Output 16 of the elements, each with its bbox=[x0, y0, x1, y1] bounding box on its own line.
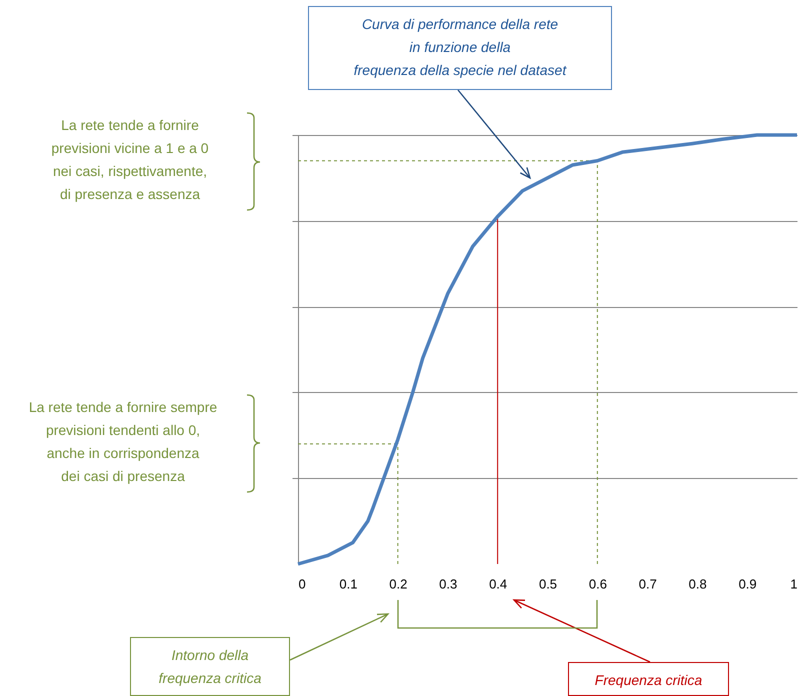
text: La rete tende a fornire sempre previsioni tendenti allo 0, anche in corrispondenza dei casi di presenza bbox=[28, 398, 218, 486]
x-tick-label: 0.2 bbox=[389, 576, 408, 592]
x-tick-label: 0.7 bbox=[638, 576, 657, 592]
x-tick-label: 0 bbox=[298, 576, 306, 592]
x-tick-label: 0.5 bbox=[538, 576, 558, 592]
x-tick-label: 0.3 bbox=[439, 576, 458, 592]
x-tick-label: 0.4 bbox=[489, 576, 508, 592]
x-tick-label: 0.8 bbox=[688, 576, 707, 592]
text: Curva di performance della rete in funzione della frequenza della specie nel dataset bbox=[308, 6, 612, 90]
text: Intorno della frequenza critica bbox=[130, 637, 290, 696]
x-tick-label: 0.9 bbox=[738, 576, 757, 592]
x-tick-label: 1 bbox=[790, 576, 798, 592]
x-tick-label: 0.1 bbox=[339, 576, 358, 592]
x-tick-label: 0.6 bbox=[588, 576, 607, 592]
text: La rete tende a fornire previsioni vicine a 1 e a 0 nei casi, rispettivamente, di presenza e assenza bbox=[50, 116, 210, 204]
text: Frequenza critica bbox=[568, 662, 729, 696]
